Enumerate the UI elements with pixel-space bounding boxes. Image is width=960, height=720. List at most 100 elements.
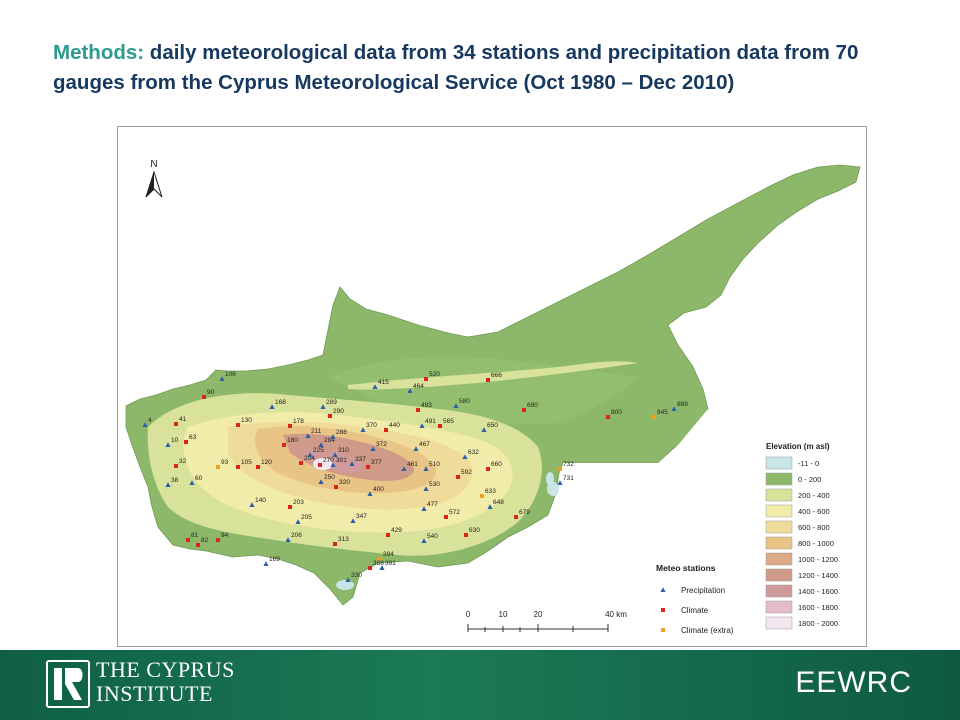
elevation-swatch xyxy=(765,616,793,630)
station-38: 38 xyxy=(165,477,179,487)
station-label: 429 xyxy=(391,527,402,534)
station-81: 81 xyxy=(186,532,199,542)
station-461: 461 xyxy=(401,461,418,471)
station-800: 800 xyxy=(606,409,622,419)
station-290: 290 xyxy=(328,408,344,418)
climate-station-icon xyxy=(438,424,442,428)
station-label: 565 xyxy=(443,418,454,425)
station-520: 520 xyxy=(424,371,440,381)
climate-station-icon xyxy=(196,543,200,547)
climate-station-icon xyxy=(202,395,206,399)
station-label: 467 xyxy=(419,441,430,448)
station-330: 330 xyxy=(345,572,362,582)
climate-station-icon xyxy=(486,378,490,382)
station-label: 94 xyxy=(221,532,229,539)
climate-extra-station-icon xyxy=(652,415,656,419)
station-legend-label: Precipitation xyxy=(681,586,725,595)
station-467: 467 xyxy=(413,441,430,451)
precipitation-station-icon xyxy=(370,446,376,451)
station-label: 168 xyxy=(275,399,286,406)
elevation-swatch xyxy=(765,456,793,470)
station-270: 270 xyxy=(318,457,334,467)
precipitation-station-icon xyxy=(165,442,171,447)
station-label: 38 xyxy=(171,477,179,484)
climate-station-icon xyxy=(236,423,240,427)
climate-station-icon xyxy=(328,414,332,418)
precipitation-station-icon xyxy=(423,486,429,491)
climate-station-icon xyxy=(486,467,490,471)
climate-station-icon xyxy=(174,464,178,468)
precipitation-station-icon xyxy=(345,577,351,582)
station-32: 32 xyxy=(174,458,187,468)
triangle-icon xyxy=(660,587,666,592)
precipitation-station-icon xyxy=(269,404,275,409)
precipitation-station-icon xyxy=(423,466,429,471)
precipitation-station-icon xyxy=(263,561,269,566)
station-label: 800 xyxy=(611,409,622,416)
elevation-swatch xyxy=(765,568,793,582)
elevation-swatch xyxy=(765,584,793,598)
precipitation-station-icon xyxy=(349,461,355,466)
station-580: 580 xyxy=(453,398,470,408)
climate-station-icon xyxy=(514,515,518,519)
station-440: 440 xyxy=(384,422,400,432)
station-632: 632 xyxy=(462,449,479,459)
square-icon xyxy=(661,628,665,632)
station-label: 63 xyxy=(189,434,197,441)
station-288: 288 xyxy=(330,429,347,439)
precipitation-station-icon xyxy=(360,427,366,432)
station-310: 310 xyxy=(332,447,349,457)
elevation-legend: Elevation (m asl) -11 - 0 0 - 200 200 - 40… xyxy=(765,442,838,630)
station-203: 203 xyxy=(288,499,304,509)
scale-tick-10: 10 xyxy=(499,610,508,619)
station-464: 464 xyxy=(407,383,424,393)
precipitation-station-icon xyxy=(462,454,468,459)
station-legend-label: Climate (extra) xyxy=(681,626,734,635)
station-label: 90 xyxy=(207,389,215,396)
station-label: 203 xyxy=(293,499,304,506)
station-label: 477 xyxy=(427,501,438,508)
station-415: 415 xyxy=(372,379,389,389)
station-140: 140 xyxy=(249,497,266,507)
precipitation-station-icon xyxy=(330,462,336,467)
station-90: 90 xyxy=(202,389,215,399)
climate-extra-station-icon xyxy=(216,465,220,469)
precipitation-station-icon xyxy=(320,404,326,409)
station-label: 32 xyxy=(179,458,187,465)
climate-station-icon xyxy=(386,533,390,537)
station-250: 250 xyxy=(318,474,335,484)
elevation-swatch xyxy=(765,488,793,502)
station-label: 120 xyxy=(261,459,272,466)
station-label: 461 xyxy=(407,461,418,468)
station-204: 204 xyxy=(299,455,315,465)
station-301: 301 xyxy=(330,457,347,467)
station-572: 572 xyxy=(444,509,460,519)
station-label: 211 xyxy=(311,428,322,435)
station-205: 205 xyxy=(295,514,312,524)
station-label: 731 xyxy=(563,475,574,482)
station-label: 520 xyxy=(429,371,440,378)
station-211: 211 xyxy=(305,428,322,438)
station-label: 313 xyxy=(338,536,349,543)
station-label: 301 xyxy=(336,457,347,464)
precipitation-station-icon xyxy=(407,388,413,393)
station-label: 140 xyxy=(255,497,266,504)
station-label: 491 xyxy=(425,418,436,425)
station-label: 330 xyxy=(351,572,362,579)
station-732: 732 xyxy=(558,461,574,471)
station-630: 630 xyxy=(464,527,480,537)
station-label: 60 xyxy=(195,475,203,482)
precipitation-station-icon xyxy=(421,538,427,543)
climate-station-icon xyxy=(366,465,370,469)
climate-station-icon xyxy=(288,424,292,428)
station-82: 82 xyxy=(196,537,209,547)
station-493: 493 xyxy=(416,402,432,412)
page-title: Methods: daily meteorological data from … xyxy=(53,38,933,98)
station-377: 377 xyxy=(366,459,382,469)
station-225: 225 xyxy=(307,447,324,457)
station-633: 633 xyxy=(480,488,496,498)
station-label: 347 xyxy=(356,513,367,520)
climate-station-icon xyxy=(216,538,220,542)
station-label: 630 xyxy=(469,527,480,534)
station-label: 225 xyxy=(313,447,324,454)
